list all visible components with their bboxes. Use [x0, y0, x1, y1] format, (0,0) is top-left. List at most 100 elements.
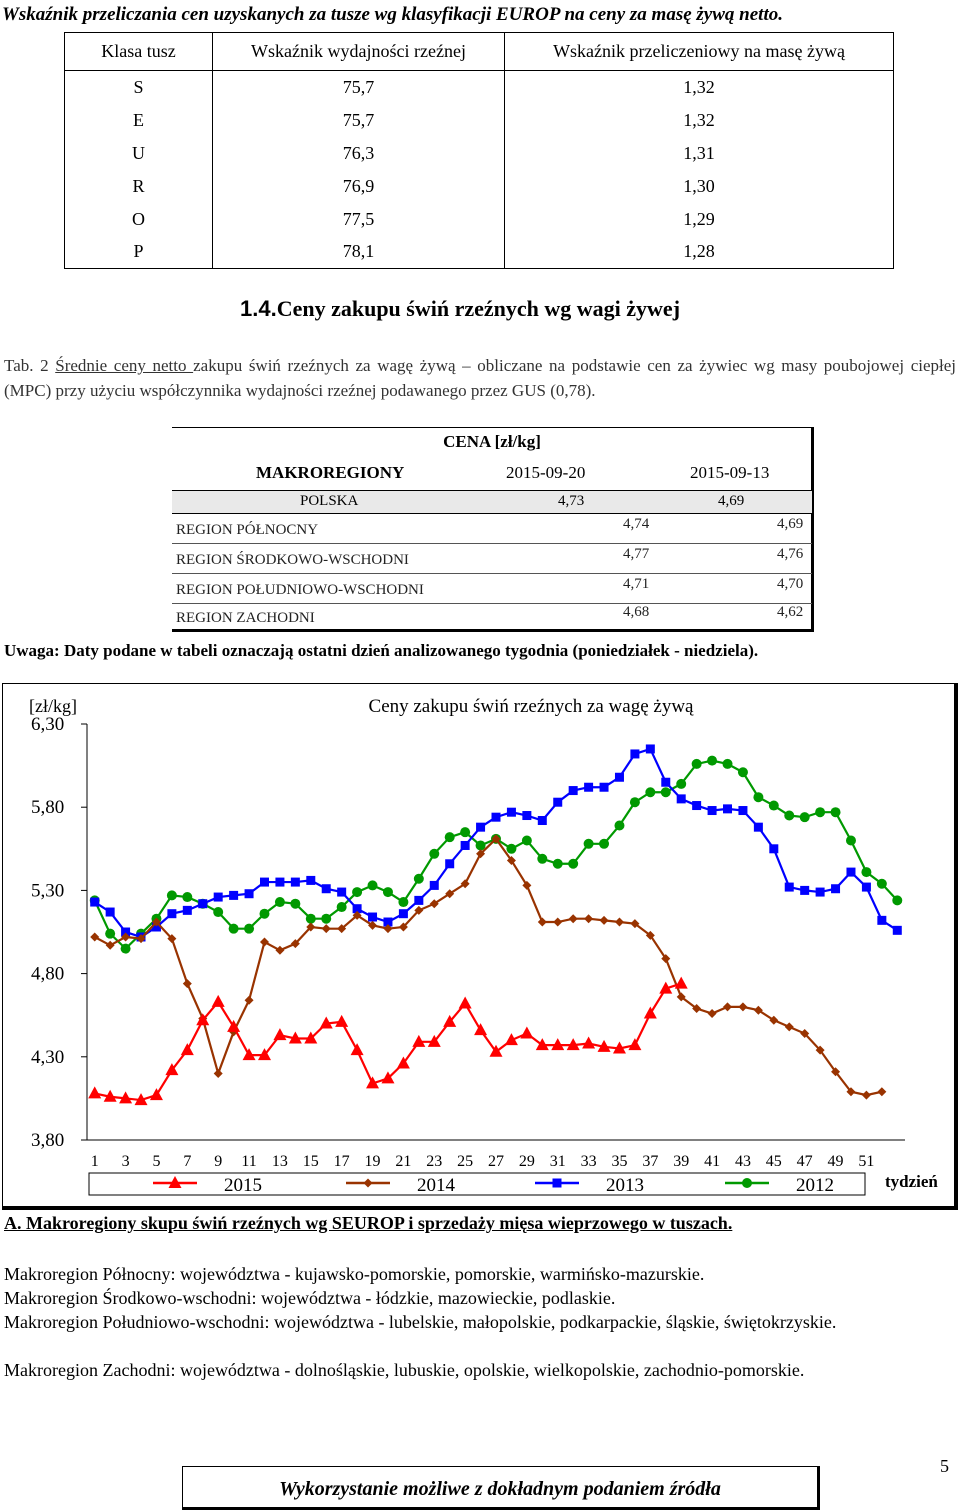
row-name: REGION ZACHODNI: [176, 610, 315, 626]
x-tick-label: 21: [395, 1153, 411, 1170]
series-line-2014: [94, 837, 883, 1097]
data-point: [213, 1068, 223, 1078]
data-point: [136, 934, 146, 944]
data-point: [105, 907, 115, 917]
cell-conversion: 1,29: [504, 202, 894, 236]
data-point: [259, 877, 269, 887]
y-tick-label: 3,80: [31, 1130, 64, 1151]
table2-header: MAKROREGIONY 2015-09-20 2015-09-13: [172, 463, 812, 487]
data-point: [149, 1088, 163, 1101]
data-point: [182, 979, 192, 989]
data-point: [151, 922, 161, 932]
x-tick-label: 19: [365, 1153, 381, 1170]
legend-label-2014: 2014: [417, 1175, 456, 1196]
row-value-2: 4,70: [777, 576, 804, 592]
data-point: [584, 782, 594, 792]
data-point: [742, 1178, 752, 1188]
data-point: [737, 767, 748, 778]
data-point: [491, 812, 501, 822]
x-tick-label: 17: [334, 1153, 350, 1170]
data-point: [692, 801, 702, 811]
data-point: [105, 940, 115, 950]
data-point: [88, 1086, 102, 1099]
data-point: [460, 879, 470, 889]
data-point: [877, 915, 887, 925]
data-point: [429, 899, 439, 909]
data-point: [213, 907, 224, 918]
x-tick-label: 39: [673, 1153, 689, 1170]
data-point: [337, 924, 347, 934]
data-point: [198, 899, 208, 909]
data-point: [692, 1004, 702, 1014]
table2-description: Tab. 2 Średnie ceny netto zakupu świń rz…: [4, 353, 956, 403]
data-point: [769, 1015, 779, 1025]
section-title: Ceny zakupu świń rzeźnych wg wagi żywej: [276, 296, 681, 321]
data-point: [460, 827, 471, 838]
data-point: [521, 835, 532, 846]
y-tick-label: 4,30: [31, 1047, 64, 1068]
data-point: [845, 835, 856, 846]
data-point: [474, 1023, 488, 1036]
x-tick-label: 45: [766, 1153, 782, 1170]
data-point: [504, 1033, 518, 1046]
table-row: REGION PÓŁNOCNY 4,74 4,69: [172, 514, 812, 544]
data-point: [367, 880, 378, 891]
data-point: [491, 834, 501, 844]
data-point: [182, 892, 193, 903]
data-point: [444, 832, 455, 843]
data-point: [645, 787, 656, 798]
data-point: [643, 1006, 657, 1019]
data-point: [165, 1063, 179, 1076]
table-row: REGION ZACHODNI 4,68 4,62: [172, 602, 812, 632]
legend-label-2012: 2012: [796, 1175, 834, 1196]
data-point: [168, 1176, 182, 1188]
data-point: [599, 915, 609, 925]
row-name: REGION POŁUDNIOWO-WSCHODNI: [176, 582, 424, 598]
row-value-2: 4,69: [777, 516, 804, 532]
cell-conversion: 1,31: [504, 136, 894, 170]
data-point: [723, 1002, 733, 1012]
cell-yield: 78,1: [212, 235, 505, 269]
x-tick-label: 13: [272, 1153, 288, 1170]
table-row: S 75,7 1,32: [64, 70, 894, 104]
data-point: [628, 1038, 642, 1051]
data-point: [846, 867, 856, 877]
data-point: [522, 811, 532, 821]
data-point: [381, 1071, 395, 1084]
data-point: [489, 1044, 503, 1057]
x-tick-label: 33: [581, 1153, 597, 1170]
data-point: [676, 992, 686, 1002]
table-row: REGION ŚRODKOWO-WSCHODNI 4,77 4,76: [172, 544, 812, 574]
data-point: [167, 909, 177, 919]
data-point: [584, 914, 594, 924]
data-point: [753, 792, 764, 803]
cell-yield: 77,5: [212, 202, 505, 236]
cell-conversion: 1,32: [504, 103, 894, 137]
x-tick-label: 9: [214, 1153, 222, 1170]
data-point: [597, 1039, 611, 1052]
data-point: [352, 904, 362, 914]
data-point: [691, 758, 702, 769]
data-point: [537, 917, 547, 927]
chart-svg: Ceny zakupu świń rzeźnych za wagę żywą [z…: [29, 696, 938, 1196]
data-point: [458, 996, 472, 1009]
data-point: [350, 1043, 364, 1056]
x-tick-label: 5: [152, 1153, 160, 1170]
data-point: [413, 873, 424, 884]
x-tick-label: 43: [735, 1153, 751, 1170]
data-point: [645, 744, 655, 754]
data-point: [244, 995, 254, 1005]
data-point: [180, 1043, 194, 1056]
data-point: [368, 912, 378, 922]
x-tick-label: 3: [122, 1153, 130, 1170]
data-point: [275, 945, 285, 955]
macroregion-north: Makroregion Północny: województwa - kuja…: [4, 1264, 705, 1284]
data-point: [290, 939, 300, 949]
data-point: [337, 887, 347, 897]
data-point: [211, 994, 225, 1007]
data-point: [599, 782, 609, 792]
data-point: [769, 844, 779, 854]
data-point: [363, 1178, 373, 1188]
data-point: [335, 1014, 349, 1027]
data-point: [305, 913, 316, 924]
